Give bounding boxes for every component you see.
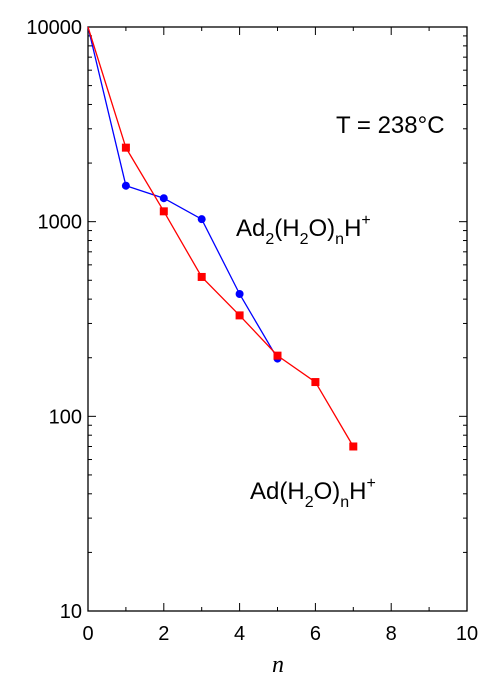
data-point-0 [121,181,130,190]
series-label-ad2: Ad2(H2O)nH+ [236,212,371,248]
series-layer [87,26,358,451]
temperature-annotation: T = 238°C [336,112,445,139]
data-point-1 [311,378,320,387]
x-tick-label: 2 [158,623,169,645]
series-label-ad1: Ad(H2O)nH+ [250,475,376,511]
data-point-1 [121,143,130,152]
data-point-1 [197,272,206,281]
x-tick-label: 0 [82,623,93,645]
y-tick-label: 10 [60,601,82,623]
data-point-1 [235,311,244,320]
x-tick-label: 10 [456,623,478,645]
series-line-0 [87,26,279,359]
data-point-1 [273,351,282,360]
x-tick-label: 6 [310,623,321,645]
data-point-1 [349,442,358,451]
data-point-0 [197,215,206,224]
y-tick-label: 10000 [26,17,82,39]
axis-ticks: 0 2 4 6 8 10 10 100 1000 10000 [26,17,478,645]
series-line-1 [87,26,354,447]
x-tick-label: 8 [386,623,397,645]
x-axis-label: n [272,652,284,678]
x-tick-label: 4 [234,623,245,645]
data-point-0 [159,194,168,203]
data-point-1 [159,207,168,216]
data-point-0 [235,290,244,299]
y-tick-label: 100 [49,406,82,428]
y-tick-label: 1000 [38,212,83,234]
